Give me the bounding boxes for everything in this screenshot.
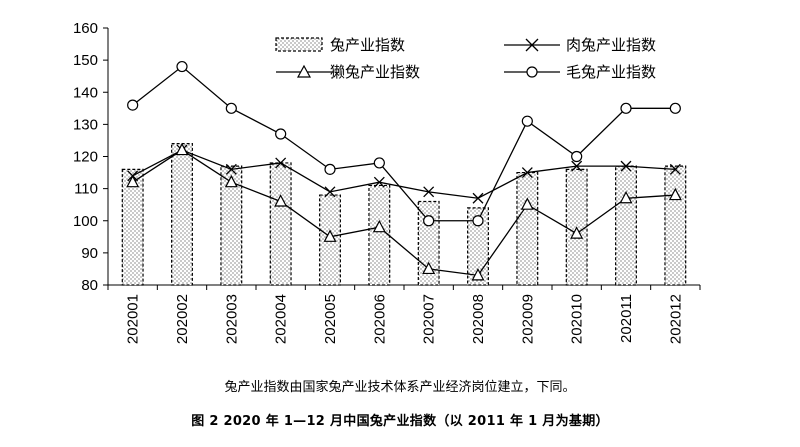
legend-marker-angora-rabbit	[526, 66, 538, 78]
point-rex-rabbit	[372, 219, 386, 233]
x-tick-label: 202004	[273, 294, 290, 344]
point-rex-rabbit	[668, 187, 682, 201]
point-angora-rabbit	[423, 215, 435, 227]
x-tick-label: 202003	[223, 294, 240, 344]
point-meat-rabbit	[620, 160, 632, 172]
line-rex-rabbit	[132, 149, 676, 277]
point-rex-rabbit	[570, 226, 584, 239]
x-tick-label: 202001	[125, 294, 142, 344]
x-tick-label: 202011	[618, 294, 635, 343]
bar-rabbit-index	[368, 184, 391, 286]
point-angora-rabbit	[176, 60, 188, 73]
point-rex-rabbit	[619, 190, 633, 204]
tick-labels: 80 90 100 110 120 130 140 150 160 202001 202002 202…	[73, 20, 684, 344]
y-tick-label: 150	[73, 52, 98, 69]
y-tick-label: 160	[73, 20, 98, 37]
legend-label-meat-rabbit: 肉兔产业指数	[566, 36, 656, 54]
x-tick-label: 202006	[371, 294, 388, 344]
y-tick-label: 80	[81, 277, 98, 294]
legend-marker-rex-rabbit	[296, 64, 312, 78]
bar-rabbit-index	[220, 165, 243, 286]
point-rex-rabbit	[323, 229, 337, 242]
point-angora-rabbit	[225, 102, 237, 114]
legend: 兔产业指数 肉兔产业指数 獭兔产业指数 毛兔产业指数	[275, 36, 656, 81]
point-rex-rabbit	[224, 174, 238, 188]
bar-rabbit-index	[664, 165, 687, 286]
line-series	[126, 60, 682, 281]
bar-rabbit-index	[467, 207, 489, 286]
point-meat-rabbit	[275, 157, 287, 169]
bar-series	[121, 143, 687, 286]
point-meat-rabbit	[571, 160, 583, 172]
legend-marker-meat-rabbit	[525, 38, 539, 52]
point-angora-rabbit	[373, 157, 385, 169]
point-rex-rabbit	[520, 197, 534, 210]
axes	[103, 27, 701, 290]
point-rex-rabbit	[471, 268, 485, 281]
point-angora-rabbit	[324, 163, 336, 175]
point-angora-rabbit	[571, 150, 583, 163]
point-meat-rabbit	[225, 163, 237, 175]
x-tick-label: 202007	[421, 294, 438, 344]
line-meat-rabbit	[132, 149, 676, 199]
point-meat-rabbit	[669, 163, 681, 175]
y-tick-label: 120	[73, 149, 98, 166]
point-meat-rabbit	[521, 167, 533, 179]
y-tick-label: 140	[73, 84, 98, 101]
point-rex-rabbit	[274, 194, 288, 207]
x-tick-label: 202012	[667, 294, 684, 344]
point-rex-rabbit	[422, 261, 436, 275]
legend-swatch-rabbit-index	[275, 37, 323, 52]
point-rex-rabbit	[175, 142, 189, 156]
bar-rabbit-index	[516, 171, 539, 286]
legend-label-rabbit-index: 兔产业指数	[330, 36, 405, 54]
line-angora-rabbit	[132, 65, 676, 222]
point-meat-rabbit	[423, 186, 435, 198]
point-angora-rabbit	[275, 128, 287, 140]
x-tick-label: 202010	[569, 294, 586, 344]
legend-label-rex-rabbit: 獭兔产业指数	[330, 63, 420, 81]
point-angora-rabbit	[127, 99, 139, 111]
y-tick-label: 100	[73, 213, 98, 230]
legend-label-angora-rabbit: 毛兔产业指数	[566, 63, 656, 81]
point-angora-rabbit	[620, 102, 632, 114]
source-note: 兔产业指数由国家兔产业技术体系产业经济岗位建立，下同。	[224, 380, 576, 395]
x-tick-label: 202005	[322, 294, 339, 344]
rabbit-index-chart: 80 90 100 110 120 130 140 150 160 202001 202002 202…	[73, 20, 701, 344]
point-meat-rabbit	[472, 192, 484, 204]
y-tick-label: 130	[73, 116, 98, 133]
x-tick-label: 202009	[519, 294, 536, 344]
bar-rabbit-index	[615, 165, 637, 286]
x-tick-label: 202002	[174, 294, 191, 344]
bar-rabbit-index	[171, 143, 193, 286]
point-meat-rabbit	[324, 186, 336, 198]
bar-rabbit-index	[269, 162, 292, 286]
y-tick-label: 110	[74, 181, 98, 198]
y-tick-label: 90	[81, 245, 98, 262]
point-meat-rabbit	[373, 176, 385, 188]
figure-caption: 图 2 2020 年 1—12 月中国兔产业指数（以 2011 年 1 月为基期…	[191, 414, 609, 429]
point-angora-rabbit	[472, 215, 484, 227]
bar-rabbit-index	[121, 168, 144, 286]
point-angora-rabbit	[669, 102, 681, 114]
point-rex-rabbit	[126, 174, 140, 188]
x-tick-label: 202008	[470, 294, 487, 344]
point-angora-rabbit	[521, 115, 533, 127]
